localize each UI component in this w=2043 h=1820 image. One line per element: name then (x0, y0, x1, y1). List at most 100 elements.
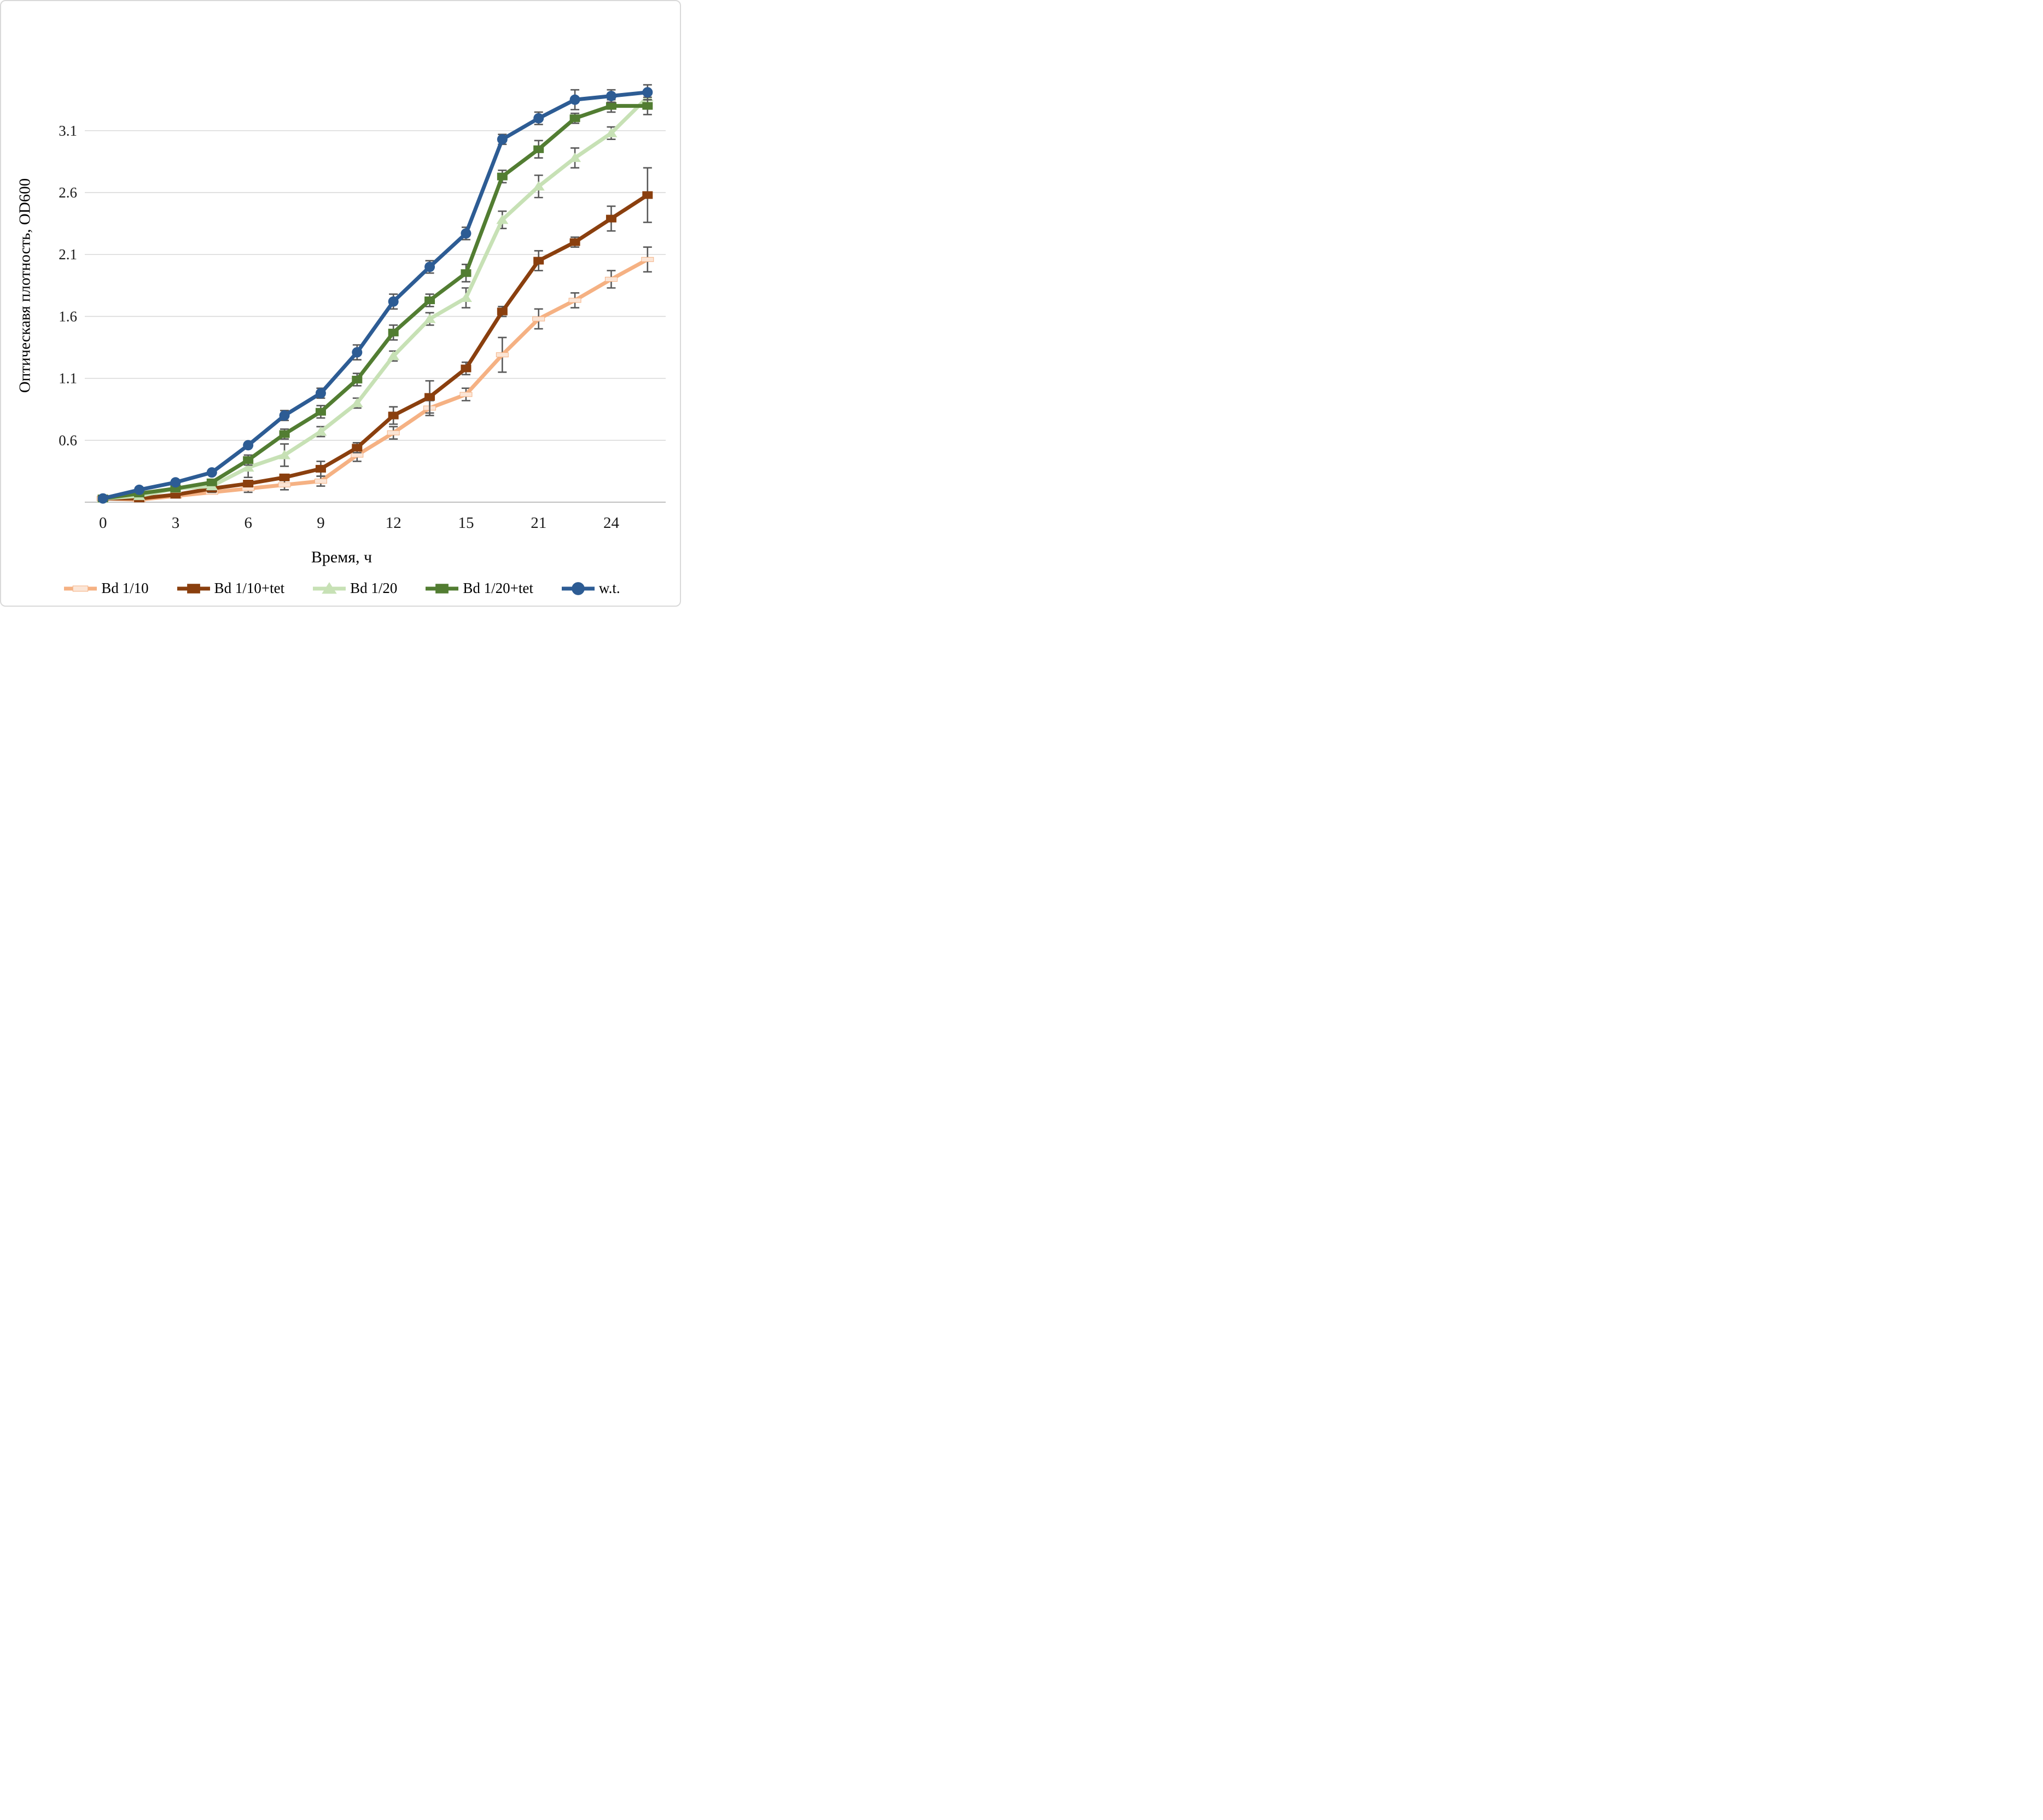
marker-triangle (387, 351, 400, 360)
marker-circle (170, 477, 181, 488)
marker-dash (604, 277, 618, 282)
marker-square (388, 411, 399, 420)
series-bd-1-10-tet (97, 167, 653, 503)
legend-label: Bd 1/20 (350, 580, 398, 596)
series-bd-1-10 (96, 246, 654, 502)
marker-circle (497, 134, 508, 145)
series-line (101, 90, 650, 501)
marker-square (461, 269, 472, 277)
marker-square (243, 456, 254, 464)
marker-square (497, 307, 508, 316)
marker-square (606, 214, 616, 223)
marker-triangle (605, 127, 618, 137)
marker-square (606, 102, 616, 110)
marker-circle (642, 87, 653, 98)
legend-swatch (177, 583, 210, 594)
marker-dash (351, 452, 364, 458)
marker-square (187, 583, 200, 594)
marker-circle (424, 261, 435, 272)
marker-square (352, 444, 363, 452)
series-w-t- (97, 84, 653, 504)
growth-chart: 0.6 1.1 1.6 2.1 2.6 3.1 0 3 6 9 12 15 21 24 (59, 84, 666, 532)
marker-square (315, 464, 326, 473)
marker-dash (568, 298, 581, 303)
y-tick-label: 1.1 (59, 370, 77, 387)
marker-triangle (242, 462, 254, 472)
legend-swatch (313, 582, 346, 594)
marker-triangle (315, 426, 327, 436)
legend-item-2: Bd 1/10+tet (176, 580, 284, 597)
y-tick-label: 1.6 (59, 308, 77, 324)
marker-circle (206, 467, 217, 478)
marker-circle (315, 388, 326, 399)
marker-circle (97, 493, 108, 504)
x-tick-label: 21 (531, 514, 546, 532)
marker-square (170, 491, 181, 499)
series-bd-1-20 (97, 90, 654, 503)
marker-square (642, 191, 653, 199)
growth-curve-figure: 0.6 1.1 1.6 2.1 2.6 3.1 0 3 6 9 12 15 21 24 Оптическа… (0, 0, 681, 607)
marker-square (352, 375, 363, 383)
x-axis-title: Время, ч (311, 548, 372, 566)
x-tick-label: 15 (458, 514, 474, 532)
marker-circle (572, 582, 585, 595)
marker-square (243, 480, 254, 488)
marker-square (388, 328, 399, 336)
marker-square (424, 393, 435, 401)
marker-square (206, 478, 217, 486)
x-tick-label: 6 (244, 514, 252, 532)
series-line (101, 95, 650, 501)
marker-circle (533, 113, 544, 124)
marker-triangle (423, 313, 436, 323)
marker-circle (388, 296, 399, 307)
marker-circle (569, 94, 580, 105)
marker-dash (387, 430, 400, 435)
marker-square (569, 238, 580, 246)
legend-label: Bd 1/20+tet (463, 580, 533, 596)
legend-label: Bd 1/10 (101, 580, 149, 596)
marker-dash (314, 479, 327, 484)
marker-square (461, 364, 472, 373)
marker-circle (279, 410, 290, 421)
x-tick-label: 3 (172, 514, 180, 532)
legend-swatch (561, 582, 595, 595)
x-tick-label: 9 (317, 514, 325, 532)
marker-triangle (278, 450, 291, 460)
x-tick-label: 0 (99, 514, 107, 532)
legend-label: Bd 1/10+tet (214, 580, 285, 596)
x-tick-label: 12 (386, 514, 401, 532)
marker-square (435, 583, 449, 594)
marker-square (533, 257, 544, 265)
y-tick-label: 3.1 (59, 123, 77, 139)
marker-triangle (322, 582, 337, 594)
legend-swatch (426, 583, 459, 594)
chart-legend: Bd 1/10 Bd 1/10+tet Bd 1/20 Bd 1/20+tet w.t. (1, 580, 680, 597)
marker-dash (532, 316, 545, 322)
legend-item-1: Bd 1/10 (63, 580, 149, 597)
marker-circle (243, 440, 254, 451)
marker-dash (496, 352, 509, 358)
marker-circle (461, 228, 472, 239)
marker-triangle (532, 181, 545, 191)
marker-circle (606, 90, 616, 101)
series-line (101, 193, 650, 501)
marker-square (279, 473, 290, 481)
marker-dash (459, 392, 473, 397)
marker-dash (641, 257, 654, 262)
x-tick-label: 24 (603, 514, 620, 532)
y-tick-label: 2.1 (59, 246, 77, 263)
marker-square (642, 102, 653, 110)
marker-square (279, 430, 290, 438)
legend-item-5: w.t. (561, 580, 620, 597)
marker-circle (134, 484, 145, 495)
marker-square (533, 145, 544, 153)
y-axis-title: Оптическавя плотность, OD600 (16, 178, 34, 393)
y-tick-label: 2.6 (59, 184, 77, 201)
marker-circle (352, 347, 363, 358)
legend-label: w.t. (598, 580, 620, 596)
marker-dash (73, 585, 89, 591)
series-line (101, 104, 650, 501)
marker-square (497, 172, 508, 181)
legend-item-4: Bd 1/20+tet (424, 580, 533, 597)
marker-triangle (459, 292, 472, 302)
